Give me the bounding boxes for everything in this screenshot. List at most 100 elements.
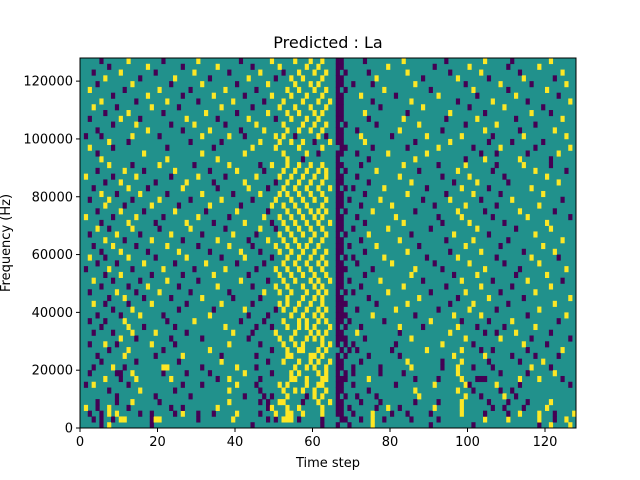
heatmap-cell-low <box>87 115 92 122</box>
heatmap-cell-high <box>374 243 379 250</box>
heatmap-cell-high <box>552 248 557 255</box>
heatmap-cell-low <box>130 196 135 203</box>
heatmap-cell-high <box>328 98 333 105</box>
heatmap-cell-low <box>347 243 352 250</box>
heatmap-cell-high <box>529 254 534 261</box>
heatmap-cell-low <box>176 283 182 290</box>
heatmap-cell-low <box>107 347 112 354</box>
heatmap-cell-low <box>339 248 344 255</box>
heatmap-cell-high <box>285 404 290 411</box>
heatmap-cell-high <box>316 329 321 336</box>
heatmap-cell-low <box>142 323 147 331</box>
heatmap-cell-low <box>211 410 216 417</box>
heatmap-cell-high <box>312 231 317 238</box>
heatmap-cell-high <box>359 92 364 99</box>
heatmap-cell-high <box>285 347 290 354</box>
heatmap-cell-high <box>328 323 333 331</box>
heatmap-cell-high <box>285 300 290 307</box>
heatmap-cell-low <box>87 318 92 325</box>
heatmap-cell-high <box>297 347 302 354</box>
heatmap-cell-high <box>316 347 321 354</box>
heatmap-cell-low <box>196 416 201 423</box>
heatmap-cell-high <box>126 185 131 192</box>
heatmap-cell-low <box>111 329 116 336</box>
heatmap-cell-low <box>246 271 251 278</box>
heatmap-cell-low <box>483 208 488 215</box>
heatmap-cell-low <box>525 347 530 354</box>
heatmap-cell-low <box>207 370 213 377</box>
heatmap-cell-low <box>428 410 433 417</box>
heatmap-cell-low <box>521 404 526 411</box>
heatmap-cell-low <box>401 370 406 377</box>
heatmap-cell-low <box>335 150 340 157</box>
heatmap-cell-low <box>126 283 131 290</box>
heatmap-cell-low <box>95 352 100 359</box>
heatmap-cell-high <box>122 167 127 174</box>
heatmap-cell-low <box>188 393 193 400</box>
heatmap-cell-high <box>413 266 418 273</box>
heatmap-cell-high <box>475 115 480 122</box>
heatmap-cell-low <box>366 387 371 394</box>
heatmap-cell-high <box>405 190 410 198</box>
heatmap-cell-high <box>184 219 189 226</box>
heatmap-cell-low <box>339 358 344 365</box>
heatmap-cell-high <box>269 162 275 169</box>
heatmap-cell-high <box>83 173 89 180</box>
heatmap-cell-high <box>312 283 317 290</box>
heatmap-cell-low <box>440 266 445 273</box>
heatmap-cell-low <box>494 162 499 169</box>
heatmap-cell-high <box>537 410 542 417</box>
heatmap-cell-high <box>548 225 554 232</box>
heatmap-cell-high <box>289 271 294 278</box>
heatmap-cell-high <box>173 75 178 82</box>
heatmap-cell-high <box>483 352 488 359</box>
heatmap-cell-high <box>324 318 329 325</box>
heatmap-cell-low <box>300 399 306 406</box>
heatmap-cell-high <box>130 225 135 232</box>
heatmap-cell-low <box>548 156 554 163</box>
heatmap-cell-low <box>339 219 344 226</box>
heatmap-cell-high <box>413 81 418 88</box>
heatmap-cell-low <box>335 312 340 319</box>
heatmap-cell-low <box>343 254 348 261</box>
heatmap-cell-low <box>335 81 340 88</box>
heatmap-cell-high <box>223 266 228 273</box>
heatmap-cell-low <box>359 358 364 365</box>
axes-frame <box>79 57 577 429</box>
heatmap-cell-low <box>339 214 344 221</box>
heatmap-cell-low <box>490 167 495 174</box>
heatmap-cell-high <box>126 254 131 261</box>
heatmap-cell-low <box>370 266 375 273</box>
heatmap-cell-high <box>320 75 325 82</box>
heatmap-cell-low <box>339 318 344 325</box>
heatmap-cell-high <box>269 58 275 65</box>
heatmap-cell-low <box>413 375 418 383</box>
heatmap-cell-low <box>180 271 185 278</box>
heatmap-cell-low <box>134 98 139 105</box>
heatmap-cell-high <box>285 243 290 250</box>
heatmap-cell-high <box>548 283 554 290</box>
heatmap-cell-low <box>335 370 340 377</box>
heatmap-cell-low <box>339 190 344 198</box>
heatmap-cell-high <box>498 144 503 151</box>
heatmap-cell-low <box>250 104 255 111</box>
heatmap-cell-high <box>300 138 306 146</box>
heatmap-cell-low <box>374 121 379 128</box>
heatmap-cell-high <box>297 243 302 250</box>
heatmap-cell-low <box>405 410 410 417</box>
heatmap-cell-high <box>95 225 100 232</box>
heatmap-cell-high <box>401 162 406 169</box>
heatmap-cell-low <box>188 289 193 296</box>
heatmap-cell-high <box>308 58 313 65</box>
heatmap-cell-high <box>157 162 162 169</box>
heatmap-cell-high <box>285 381 290 388</box>
heatmap-cell-high <box>118 179 123 186</box>
heatmap-cell-high <box>436 144 441 151</box>
heatmap-cell-low <box>138 231 143 238</box>
heatmap-cell-low <box>479 150 484 157</box>
heatmap-cell-low <box>215 115 220 122</box>
heatmap-cell-low <box>258 387 263 394</box>
heatmap-cell-low <box>343 312 348 319</box>
heatmap-cell-high <box>200 133 205 140</box>
heatmap-cell-high <box>297 69 302 76</box>
